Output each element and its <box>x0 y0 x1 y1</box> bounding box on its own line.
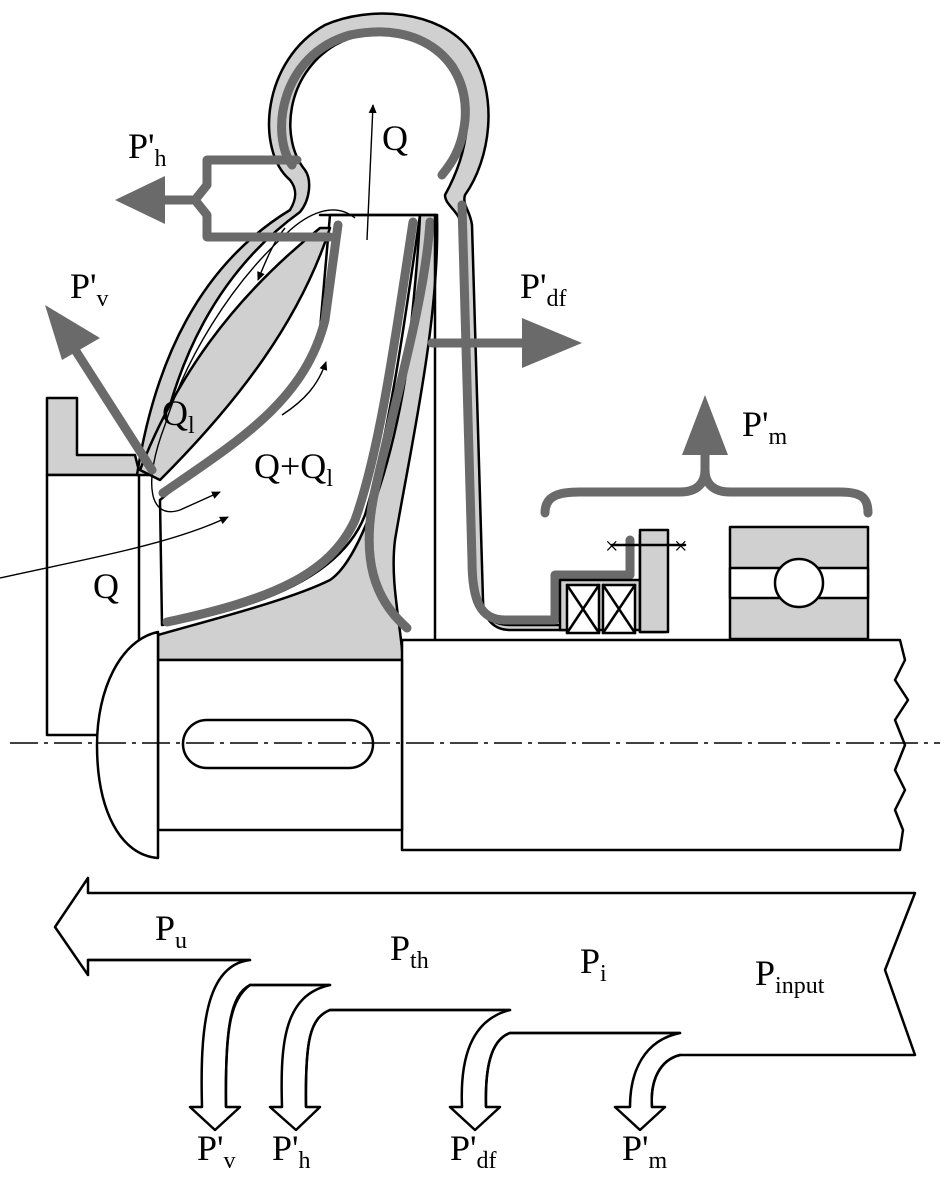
label-q-sum: Q+Ql <box>254 446 333 492</box>
loss-arrows <box>45 155 873 518</box>
sankey-split-v <box>224 983 252 1109</box>
flow-arrows <box>0 104 377 579</box>
gland <box>638 528 670 634</box>
label-pu: Pu <box>155 908 187 954</box>
channel-flow-arrow <box>281 361 328 416</box>
label-pv: P'v <box>70 266 109 312</box>
label-pi: Pi <box>580 941 607 987</box>
ph-loss-arrow <box>190 155 335 242</box>
label-ph: P'h <box>128 126 167 172</box>
pump-cross-section: × × <box>10 12 940 860</box>
impeller-front-shroud <box>138 226 332 482</box>
outlet-flow-arrow <box>366 104 377 241</box>
label-q-top: Q <box>382 118 408 158</box>
inlet-flow-arrow <box>0 516 229 579</box>
ph-loss-arrowhead <box>115 176 165 224</box>
leak-down-arrow <box>257 227 286 281</box>
svg-text:×: × <box>674 534 688 560</box>
impeller-blade-back <box>364 217 435 633</box>
impeller-blade-front <box>158 220 343 498</box>
label-pdf: P'df <box>520 266 567 312</box>
pv-loss-arrowhead <box>45 305 100 360</box>
label-pm: P'm <box>742 404 788 450</box>
label-pdf-bottom: P'df <box>450 1128 497 1174</box>
label-pm-bottom: P'm <box>622 1128 668 1174</box>
impeller-blade-middle <box>162 217 418 627</box>
svg-text:×: × <box>605 534 619 560</box>
power-flow-sankey <box>53 876 917 1132</box>
label-q-inlet: Q <box>93 566 119 606</box>
label-pth: Pth <box>390 928 429 974</box>
bearing-ball <box>773 557 825 609</box>
labels: Q Q Ql Q+Ql P'h P'v P'df P'm Pu Pth Pi <box>70 118 825 1174</box>
sankey-split-df <box>484 1031 512 1109</box>
leakage-return-arrow <box>151 209 356 513</box>
pm-brace <box>540 465 873 518</box>
label-ph-bottom: P'h <box>272 1128 311 1174</box>
label-pv-bottom: P'v <box>197 1128 236 1174</box>
pm-loss-arrowhead <box>682 395 728 455</box>
sankey-split-m <box>650 1053 682 1109</box>
keyway <box>181 718 375 770</box>
pv-loss-arrow <box>67 340 157 475</box>
casing-back-line <box>457 200 635 625</box>
pdf-loss-arrowhead <box>522 318 582 368</box>
label-pinput: Pinput <box>755 953 825 999</box>
impeller-nut <box>95 630 160 860</box>
volute-inner-line <box>277 27 470 180</box>
sankey-split-h <box>304 1008 332 1109</box>
label-q-leak: Ql <box>162 393 195 439</box>
shaft <box>400 638 910 852</box>
